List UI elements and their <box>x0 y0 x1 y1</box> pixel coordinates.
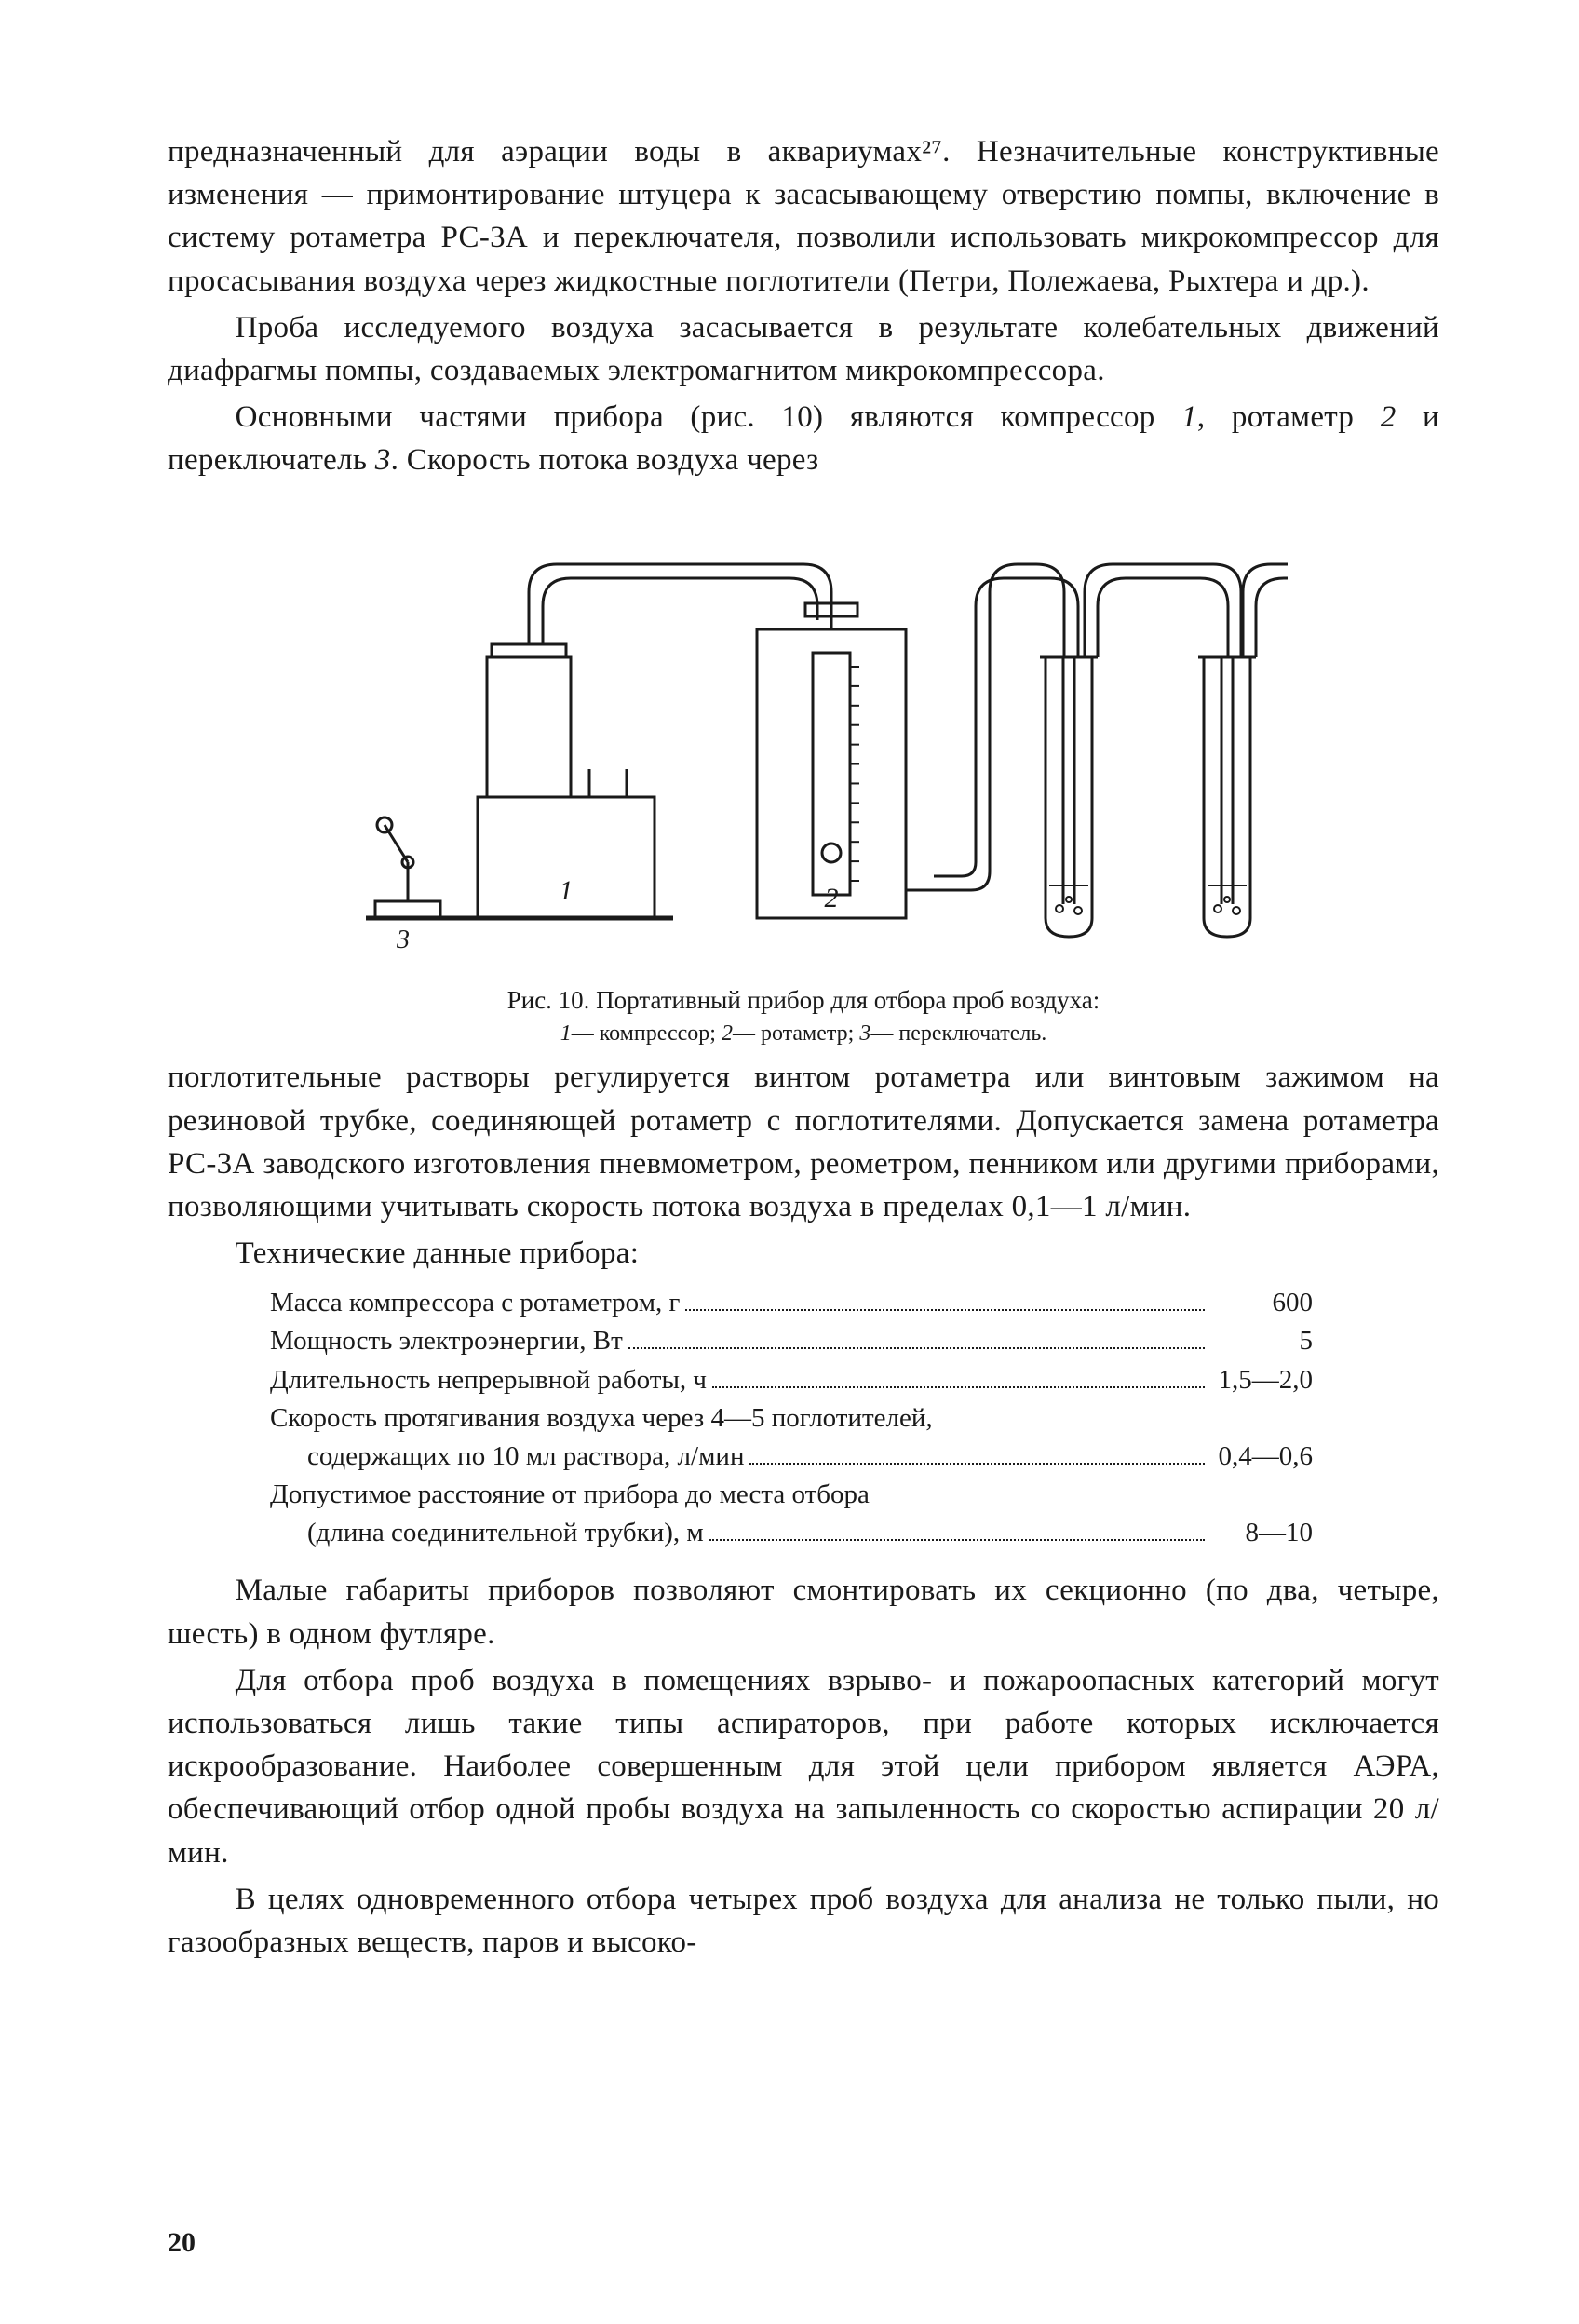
technical-specs: Масса компрессора с ротаметром, г600Мощн… <box>270 1284 1439 1552</box>
spec-row: содержащих по 10 мл раствора, л/мин 0,4—0… <box>270 1438 1313 1476</box>
spec-value: 0,4—0,6 <box>1210 1438 1313 1476</box>
figure-10: 3 1 2 Рис. 10. Портативный прибор для отбо… <box>168 508 1439 1049</box>
legend-text-3: — переключатель. <box>870 1021 1046 1046</box>
spec-leader-dots <box>685 1285 1205 1311</box>
spec-row: Длительность непрерывной работы, ч 1,5—2,… <box>270 1361 1313 1399</box>
spec-value: 5 <box>1210 1322 1313 1360</box>
spec-label: (длина соединительной трубки), м <box>270 1514 704 1552</box>
page-number: 20 <box>168 2227 196 2259</box>
ref-num-1: 1 <box>1181 400 1197 434</box>
paragraph-6: Для отбора проб воздуха в помещениях взр… <box>168 1659 1439 1874</box>
figure-caption: Рис. 10. Портативный прибор для отбора п… <box>168 983 1439 1017</box>
body-text-block-1: предназначенный для аэрации воды в аквар… <box>168 130 1439 482</box>
spec-label: Скорость протягивания воздуха через 4—5 … <box>270 1399 933 1438</box>
spec-row: (длина соединительной трубки), м 8—10 <box>270 1514 1313 1552</box>
spec-value: 1,5—2,0 <box>1210 1361 1313 1399</box>
spec-label: Мощность электроэнергии, Вт <box>270 1322 623 1360</box>
paragraph-7: В целях одновременного отбора четырех пр… <box>168 1878 1439 1964</box>
ref-num-2: 2 <box>1381 400 1397 434</box>
spec-label: Длительность непрерывной работы, ч <box>270 1361 707 1399</box>
spec-row: Масса компрессора с ротаметром, г 600 <box>270 1284 1313 1322</box>
svg-text:2: 2 <box>825 883 839 913</box>
figure-10-svg: 3 1 2 <box>319 508 1288 974</box>
body-text-block-3: Малые габариты приборов позволяют смонти… <box>168 1569 1439 1964</box>
paragraph-5: Малые габариты приборов позволяют смонти… <box>168 1569 1439 1655</box>
spec-leader-dots <box>749 1439 1205 1465</box>
spec-leader-dots <box>628 1323 1205 1349</box>
body-text-block-2: поглотительные растворы регулируется вин… <box>168 1056 1439 1275</box>
svg-text:1: 1 <box>560 875 574 906</box>
spec-row: Мощность электроэнергии, Вт 5 <box>270 1322 1313 1360</box>
spec-value: 600 <box>1210 1284 1313 1322</box>
paragraph-3-a: Основными частями прибора (рис. 10) явля… <box>236 400 1181 434</box>
paragraph-2: Проба исследуемого воздуха засасывается … <box>168 306 1439 392</box>
spec-leader-dots <box>712 1362 1205 1388</box>
tech-data-heading: Технические данные прибора: <box>168 1232 1439 1275</box>
paragraph-4: поглотительные растворы регулируется вин… <box>168 1056 1439 1228</box>
legend-text-1: — компрессор; <box>572 1021 722 1046</box>
spec-label: содержащих по 10 мл раствора, л/мин <box>270 1438 744 1476</box>
spec-value: 8—10 <box>1210 1514 1313 1552</box>
legend-text-2: — ротаметр; <box>733 1021 859 1046</box>
figure-legend: 1— компрессор; 2— ротаметр; 3— переключа… <box>168 1019 1439 1048</box>
legend-num-3: 3 <box>859 1021 870 1046</box>
paragraph-1: предназначенный для аэрации воды в аквар… <box>168 130 1439 303</box>
spec-label: Допустимое расстояние от прибора до мест… <box>270 1476 870 1514</box>
legend-num-1: 1 <box>560 1021 572 1046</box>
paragraph-3-b: , ротаметр <box>1197 400 1381 434</box>
spec-label: Масса компрессора с ротаметром, г <box>270 1284 680 1322</box>
spec-leader-dots <box>709 1515 1205 1541</box>
spec-row: Скорость протягивания воздуха через 4—5 … <box>270 1399 1313 1438</box>
spec-row: Допустимое расстояние от прибора до мест… <box>270 1476 1313 1514</box>
paragraph-3-d: . Скорость потока воздуха через <box>391 443 819 477</box>
page: предназначенный для аэрации воды в аквар… <box>0 0 1579 2324</box>
legend-num-2: 2 <box>722 1021 733 1046</box>
ref-num-3: 3 <box>375 443 391 477</box>
paragraph-3: Основными частями прибора (рис. 10) явля… <box>168 396 1439 481</box>
svg-text:3: 3 <box>396 926 410 954</box>
